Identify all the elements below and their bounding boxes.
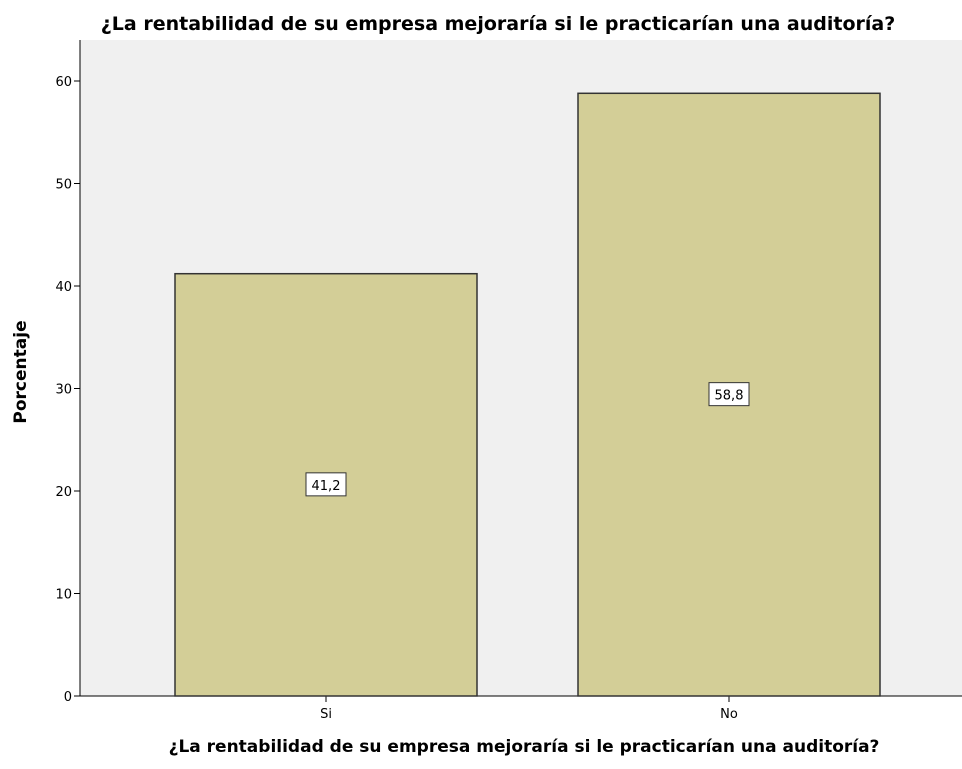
value-label-box [305,472,347,497]
x-tick-label: Si [320,707,332,722]
y-axis-title: Porcentaje [11,320,31,423]
value-label-box [708,382,750,407]
chart-title: ¿La rentabilidad de su empresa mejoraría… [101,13,895,35]
y-tick-label: 20 [55,485,72,500]
y-tick-label: 0 [64,690,72,705]
y-tick-label: 40 [55,280,72,295]
value-label: 58,8 [715,389,744,404]
y-tick-label: 30 [55,383,72,398]
y-tick-label: 60 [55,75,72,90]
x-axis-title: ¿La rentabilidad de su empresa mejoraría… [169,737,880,757]
value-label: 41,2 [312,479,341,494]
x-tick-label: No [720,707,738,722]
y-tick-label: 50 [55,178,72,193]
y-tick-label: 10 [55,588,72,603]
